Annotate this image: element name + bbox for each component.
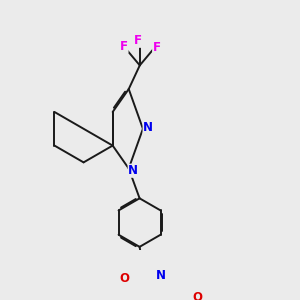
Text: F: F bbox=[134, 34, 142, 47]
Text: N: N bbox=[128, 164, 138, 177]
Text: N: N bbox=[143, 121, 153, 134]
Text: O: O bbox=[119, 272, 129, 286]
Text: O: O bbox=[192, 291, 202, 300]
Text: N: N bbox=[156, 269, 166, 282]
Text: F: F bbox=[153, 41, 161, 54]
Text: F: F bbox=[120, 40, 128, 53]
